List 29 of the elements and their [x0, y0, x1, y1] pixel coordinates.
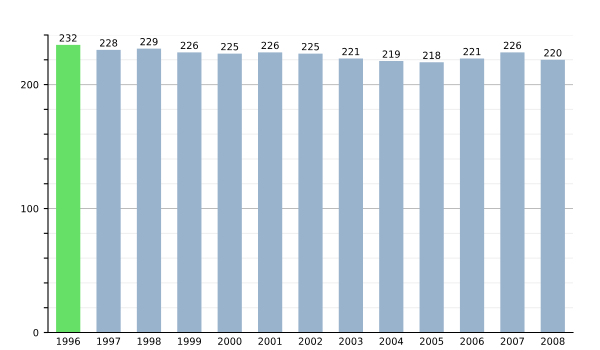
data-label: 228: [100, 39, 118, 47]
data-label: 225: [221, 42, 238, 50]
data-label: 226: [504, 42, 522, 50]
data-label: 226: [262, 42, 279, 50]
y-tick-label: 100: [21, 205, 38, 212]
x-tick-label: 1998: [138, 338, 161, 345]
data-label: 225: [302, 42, 319, 50]
data-label: 218: [423, 52, 440, 59]
data-label: 229: [140, 38, 158, 46]
data-label: 220: [544, 49, 562, 57]
x-tick-label: 2005: [420, 338, 444, 345]
x-tick-label: 1996: [56, 338, 80, 345]
x-tick-label: 2007: [500, 338, 524, 345]
y-tick-label: 0: [33, 328, 38, 336]
data-label: 226: [180, 42, 198, 50]
x-tick-label: 2002: [298, 338, 322, 345]
x-tick-label: 1999: [178, 338, 202, 345]
x-tick-label: 2001: [258, 338, 282, 345]
x-tick-label: 2003: [339, 338, 362, 345]
x-tick-label: 1997: [97, 338, 120, 345]
x-tick-label: 2006: [460, 338, 484, 345]
x-tick-label: 2004: [380, 338, 404, 345]
data-label: 219: [382, 50, 400, 58]
x-tick-label: 2008: [541, 338, 565, 345]
x-tick-label: 2000: [218, 338, 242, 345]
data-label: 232: [60, 34, 76, 42]
y-tick-label: 200: [21, 81, 38, 88]
data-label: 221: [342, 48, 360, 56]
data-label: 221: [463, 48, 480, 56]
